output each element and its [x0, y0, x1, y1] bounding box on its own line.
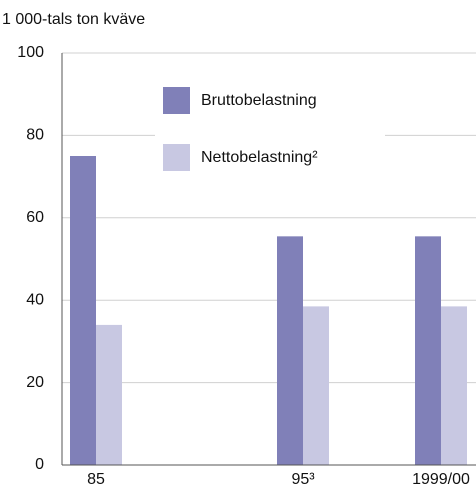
bar	[70, 156, 96, 465]
legend-swatch	[163, 87, 190, 114]
bar	[303, 306, 329, 465]
y-tick-label: 60	[26, 209, 44, 226]
x-tick-label: 1999/00	[412, 471, 470, 488]
legend-label: Nettobelastning²	[201, 149, 318, 166]
y-axis-label: 1 000-tals ton kväve	[2, 11, 145, 28]
y-tick-label: 80	[26, 127, 44, 144]
bar	[96, 324, 122, 465]
y-tick-label: 20	[26, 374, 44, 391]
legend-swatch	[163, 144, 190, 171]
legend-box	[155, 78, 385, 182]
y-tick-label: 40	[26, 291, 44, 308]
legend-label: Bruttobelastning	[201, 92, 317, 109]
y-tick-label: 0	[35, 456, 44, 473]
bar	[277, 236, 303, 465]
bar	[441, 306, 467, 465]
x-tick-label: 85	[87, 471, 105, 488]
x-tick-label: 95³	[291, 471, 315, 488]
bar	[415, 236, 441, 465]
y-tick-label: 100	[17, 44, 44, 61]
